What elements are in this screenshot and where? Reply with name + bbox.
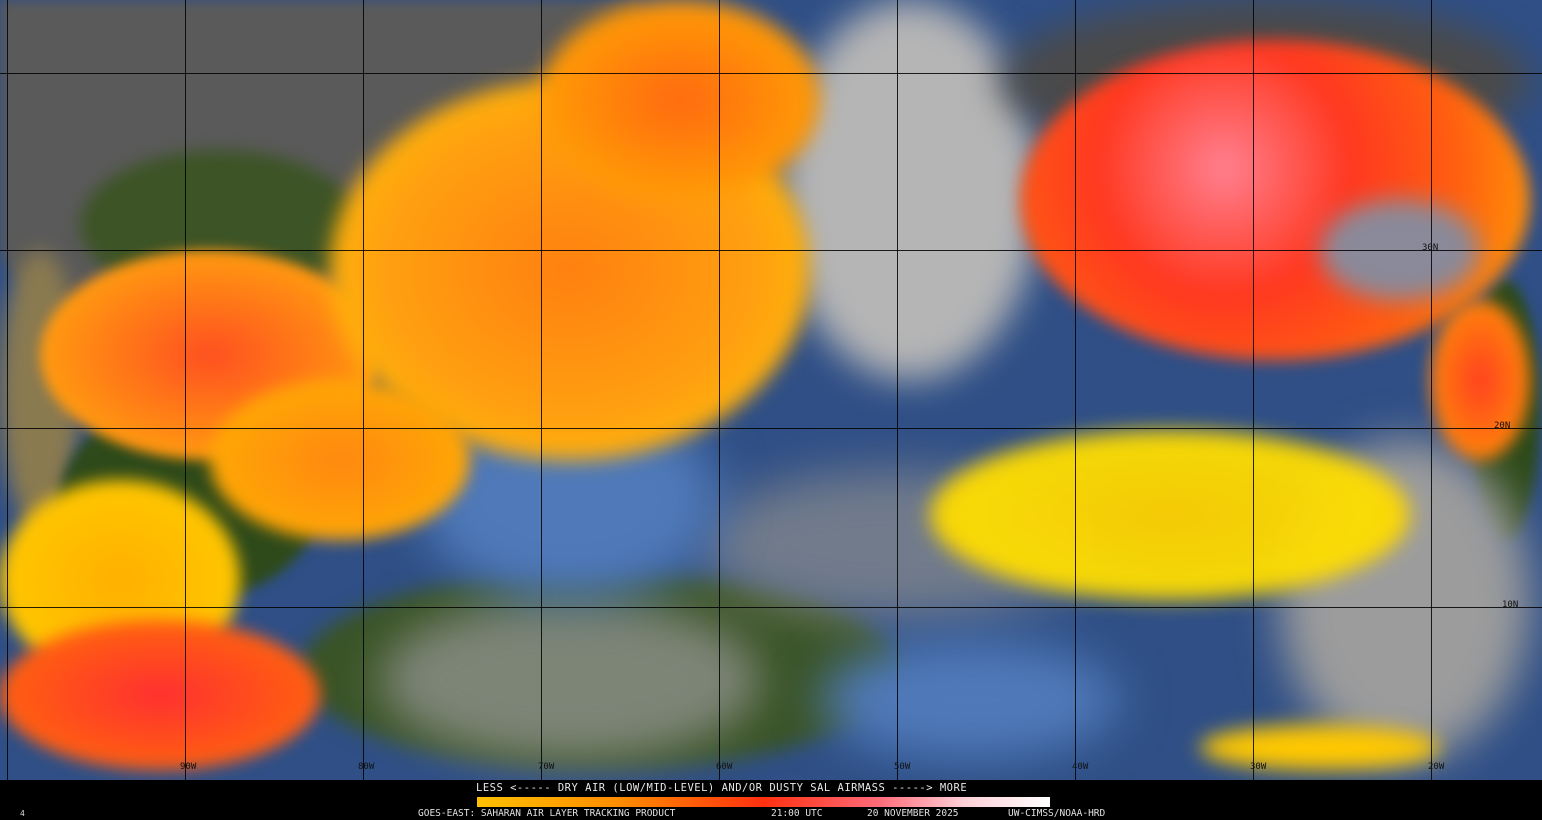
latitude-label: 30N (1422, 243, 1439, 253)
longitude-label: 20W (1428, 762, 1445, 772)
sw-caribbean-light-ocean (820, 640, 1120, 760)
footer-credit: UW-CIMSS/NOAA-HRD (1008, 808, 1106, 819)
grid-line-lat (0, 428, 1542, 429)
legend-title: LESS <----- DRY AIR (LOW/MID-LEVEL) AND/… (476, 782, 968, 794)
longitude-label: 90W (180, 762, 197, 772)
latitude-label: 10N (1502, 600, 1519, 610)
footer-time: 21:00 UTC (771, 808, 823, 819)
african-coast-dry-air (1430, 300, 1530, 460)
longitude-label: 30W (1250, 762, 1267, 772)
longitude-label: 60W (716, 762, 733, 772)
south-america-clouds (380, 600, 760, 760)
longitude-label: 70W (538, 762, 555, 772)
caribbean-dry-air (210, 380, 470, 540)
grid-line-lon (1253, 0, 1254, 780)
grid-line-lon (719, 0, 720, 780)
frame-number: 4 (20, 809, 25, 818)
grid-line-lon (541, 0, 542, 780)
south-plume (1200, 725, 1440, 770)
clouds-north (780, 0, 1040, 380)
sal-plume (930, 430, 1410, 600)
longitude-label: 50W (894, 762, 911, 772)
latitude-label: 20N (1494, 421, 1511, 431)
pacific-high-dry-air (0, 620, 320, 770)
longitude-label: 80W (358, 762, 375, 772)
footer-date: 20 NOVEMBER 2025 (867, 808, 959, 819)
grid-line-lat (0, 607, 1542, 608)
color-scale-bar (477, 797, 1050, 807)
footer-product: GOES-EAST: SAHARAN AIR LAYER TRACKING PR… (418, 808, 676, 819)
east-atlantic-swirl-dry-air (1020, 40, 1530, 360)
grid-line-lon (185, 0, 186, 780)
grid-line-lon (897, 0, 898, 780)
grid-line-lon (1075, 0, 1076, 780)
satellite-map: 90W 80W 70W 60W 50W 40W 30W 20W 30N 20N … (0, 0, 1542, 780)
grid-line-lon (1431, 0, 1432, 780)
ne-coast-dry-air (540, 0, 820, 200)
grid-line-lon (7, 0, 8, 780)
longitude-label: 40W (1072, 762, 1089, 772)
grid-line-lat (0, 73, 1542, 74)
grid-line-lon (363, 0, 364, 780)
grid-line-lat (0, 250, 1542, 251)
